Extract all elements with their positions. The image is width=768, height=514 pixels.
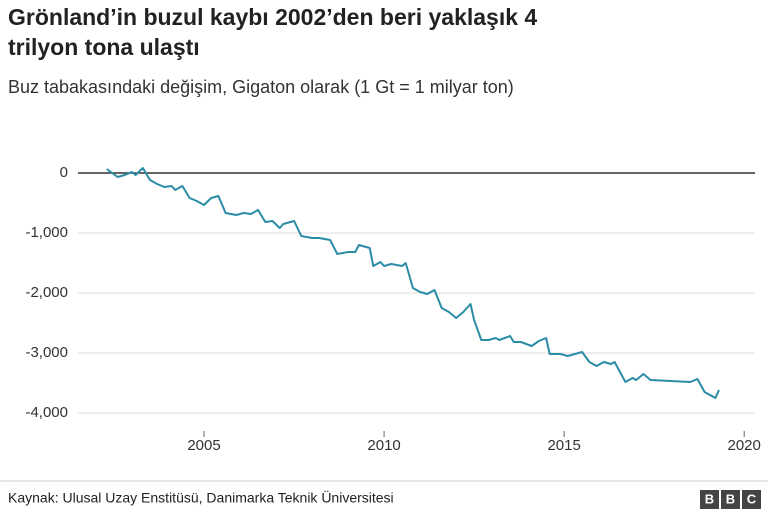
y-tick-label: -1,000 bbox=[25, 224, 68, 241]
chart-subtitle: Buz tabakasındaki değişim, Gigaton olara… bbox=[8, 77, 514, 97]
logo-box bbox=[742, 490, 761, 509]
logo-box bbox=[700, 490, 719, 509]
chart-title: Grönland’in buzul kaybı 2002’den beri ya… bbox=[8, 4, 537, 30]
logo-letter: B bbox=[705, 491, 714, 506]
data-line bbox=[106, 167, 720, 399]
y-tick-label: -2,000 bbox=[25, 284, 68, 301]
x-tick-label: 2015 bbox=[547, 437, 580, 454]
y-tick-label: 0 bbox=[60, 164, 68, 181]
x-tick-label: 2010 bbox=[367, 437, 400, 454]
logo-box bbox=[721, 490, 740, 509]
source: Kaynak: Ulusal Uzay Enstitüsü, Danimarka… bbox=[8, 489, 394, 506]
chart-title: trilyon tona ulaştı bbox=[8, 34, 200, 60]
y-tick-label: -3,000 bbox=[25, 344, 68, 361]
x-tick-label: 2020 bbox=[728, 437, 761, 454]
logo-letter: B bbox=[726, 491, 735, 506]
x-tick-label: 2005 bbox=[187, 437, 220, 454]
y-tick-label: -4,000 bbox=[25, 404, 68, 421]
logo-letter: C bbox=[747, 491, 757, 506]
